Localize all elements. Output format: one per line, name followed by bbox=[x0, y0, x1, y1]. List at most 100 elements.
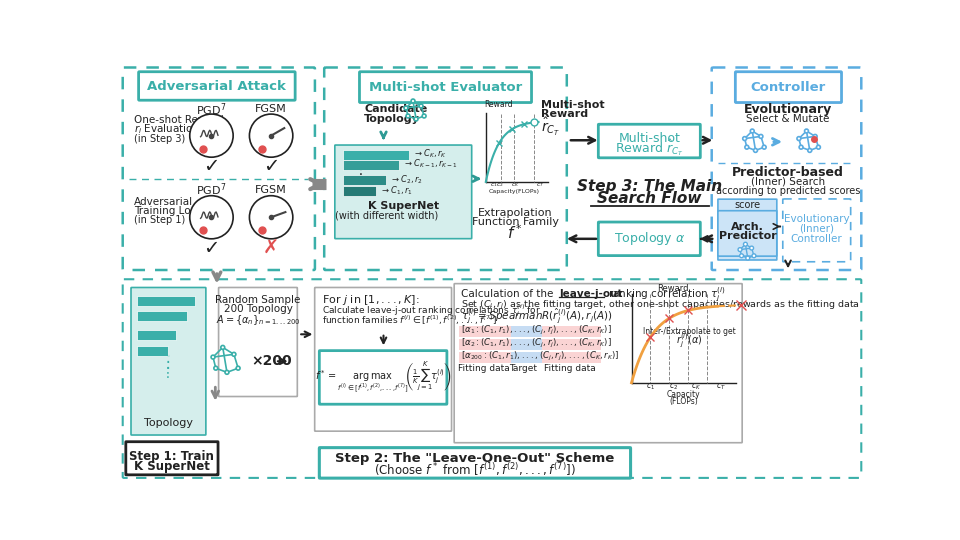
Circle shape bbox=[406, 114, 410, 118]
Text: Inter-/Extrapolate to get: Inter-/Extrapolate to get bbox=[642, 327, 735, 336]
Text: ✓: ✓ bbox=[263, 157, 279, 176]
Text: ranking correlation $\tau_j^{(i)}$: ranking correlation $\tau_j^{(i)}$ bbox=[605, 285, 726, 303]
Text: Reward $\hat{r}_{C_T}$: Reward $\hat{r}_{C_T}$ bbox=[615, 138, 684, 158]
Circle shape bbox=[190, 195, 233, 239]
Text: FGSM: FGSM bbox=[255, 104, 287, 114]
Text: Step 3: The Main: Step 3: The Main bbox=[577, 179, 722, 194]
Text: $A=\{\alpha_n\}_{n=1...200}$: $A=\{\alpha_n\}_{n=1...200}$ bbox=[216, 314, 300, 327]
Text: $\hat{r}_j^{(i)}(\alpha)$: $\hat{r}_j^{(i)}(\alpha)$ bbox=[676, 330, 703, 349]
Circle shape bbox=[232, 353, 236, 356]
Circle shape bbox=[250, 114, 293, 157]
Text: Capacity(FLOPs): Capacity(FLOPs) bbox=[489, 188, 540, 194]
Text: Calculation of the: Calculation of the bbox=[461, 289, 557, 299]
Text: $f^*$: $f^*$ bbox=[508, 224, 523, 242]
Text: ⋮: ⋮ bbox=[161, 366, 175, 380]
Text: Topology: Topology bbox=[144, 418, 193, 428]
Text: Function Family: Function Family bbox=[471, 217, 559, 227]
FancyBboxPatch shape bbox=[718, 211, 777, 256]
Text: Candidate: Candidate bbox=[364, 104, 427, 114]
Text: ✗: ✗ bbox=[263, 239, 279, 258]
Circle shape bbox=[743, 137, 747, 140]
Text: Reward: Reward bbox=[484, 100, 513, 109]
Text: Target: Target bbox=[509, 364, 537, 374]
Bar bbox=[459, 339, 512, 350]
Bar bbox=[344, 186, 375, 197]
Text: $c_K$: $c_K$ bbox=[512, 181, 520, 190]
Text: Multi-shot: Multi-shot bbox=[540, 100, 605, 110]
Circle shape bbox=[411, 99, 415, 103]
Circle shape bbox=[745, 145, 749, 149]
Bar bbox=[137, 311, 187, 321]
Bar bbox=[512, 326, 542, 336]
Text: Extrapolation: Extrapolation bbox=[478, 208, 553, 218]
Bar bbox=[542, 326, 601, 336]
Text: For $j$ in $[1,...,K]$:: For $j$ in $[1,...,K]$: bbox=[322, 293, 420, 307]
Text: PGD$^7$: PGD$^7$ bbox=[197, 181, 227, 198]
Text: K SuperNet: K SuperNet bbox=[134, 460, 210, 473]
Text: ✓: ✓ bbox=[204, 157, 220, 176]
Text: $\rightarrow C_{K-1}, r_{K-1}$: $\rightarrow C_{K-1}, r_{K-1}$ bbox=[403, 158, 458, 171]
Circle shape bbox=[250, 195, 293, 239]
Text: ⋮: ⋮ bbox=[159, 353, 177, 371]
Text: $[\alpha_2:(C_1,r_1),...,(C_j,r_j),...,(C_K,r_K)]$: $[\alpha_2:(C_1,r_1),...,(C_j,r_j),...,(… bbox=[461, 337, 612, 350]
Circle shape bbox=[750, 246, 754, 250]
Text: Evolutionary: Evolutionary bbox=[744, 103, 832, 116]
Circle shape bbox=[804, 129, 808, 133]
Text: (with different width): (with different width) bbox=[335, 211, 439, 221]
Text: One-shot Reward: One-shot Reward bbox=[134, 115, 224, 125]
Text: 200 Topology: 200 Topology bbox=[224, 304, 293, 314]
Text: Training Loss: Training Loss bbox=[134, 206, 202, 216]
Circle shape bbox=[759, 134, 763, 138]
Bar bbox=[344, 150, 409, 159]
Text: Fitting data: Fitting data bbox=[543, 364, 595, 374]
Text: PGD$^7$: PGD$^7$ bbox=[197, 101, 227, 118]
Text: $\tau_j^{(i)} = SpearmanR(\hat{r}_j^{(i)}(A), r_j(A))$: $\tau_j^{(i)} = SpearmanR(\hat{r}_j^{(i)… bbox=[461, 306, 612, 325]
Text: FGSM: FGSM bbox=[255, 185, 287, 194]
Text: Predictor-based: Predictor-based bbox=[732, 166, 844, 179]
Text: (in Step 3): (in Step 3) bbox=[134, 134, 185, 144]
Bar bbox=[512, 339, 542, 350]
FancyBboxPatch shape bbox=[126, 442, 218, 475]
Text: Fitting data: Fitting data bbox=[458, 364, 510, 374]
Circle shape bbox=[190, 114, 233, 157]
Text: Adversarial: Adversarial bbox=[134, 197, 193, 207]
Text: Predictor: Predictor bbox=[719, 231, 777, 241]
Text: $\hat{r}_{C_T}$: $\hat{r}_{C_T}$ bbox=[540, 115, 560, 138]
Text: Step 1: Train: Step 1: Train bbox=[130, 450, 214, 463]
Text: Reward: Reward bbox=[658, 284, 689, 293]
Text: Topology: Topology bbox=[364, 114, 420, 124]
Text: $f^* = \underset{f^{(i)}\in[f^{(1)},\!f^{(2)},\!...,\!f^{(7)}]}{\arg\max}\!\left: $f^* = \underset{f^{(i)}\in[f^{(1)},\!f^… bbox=[315, 360, 452, 395]
Text: $c_K$: $c_K$ bbox=[691, 382, 702, 393]
Text: Random Sample: Random Sample bbox=[215, 295, 300, 305]
Circle shape bbox=[414, 117, 418, 121]
Text: $c_1 c_2$: $c_1 c_2$ bbox=[490, 181, 504, 190]
Text: according to predicted scores: according to predicted scores bbox=[716, 186, 860, 196]
Bar bbox=[137, 330, 176, 340]
Bar bbox=[542, 352, 601, 363]
Circle shape bbox=[807, 148, 812, 152]
FancyBboxPatch shape bbox=[598, 222, 701, 255]
Text: $r_i$ Evaluation: $r_i$ Evaluation bbox=[134, 123, 200, 137]
Circle shape bbox=[754, 148, 757, 152]
Text: Adversarial Attack: Adversarial Attack bbox=[148, 80, 286, 93]
Circle shape bbox=[225, 370, 228, 374]
Circle shape bbox=[236, 366, 240, 370]
Circle shape bbox=[221, 346, 225, 349]
Circle shape bbox=[420, 104, 423, 108]
Text: $[\alpha_1:(C_1,r_1),...,(C_j,r_j),...,(C_K,r_K)]$: $[\alpha_1:(C_1,r_1),...,(C_j,r_j),...,(… bbox=[461, 324, 612, 337]
Text: Select & Mutate: Select & Mutate bbox=[746, 114, 829, 124]
Text: (Inner): (Inner) bbox=[800, 224, 834, 234]
Text: Set $(C_j, r_j)$ as the fitting target, other one-shot capacities/rewards as the: Set $(C_j, r_j)$ as the fitting target, … bbox=[461, 299, 860, 312]
Text: function families $f^{(i)}\in[f^{(1)},f^{(2)},...,f^{(7)}]$: function families $f^{(i)}\in[f^{(1)},f^… bbox=[322, 314, 496, 327]
Bar bbox=[542, 339, 601, 350]
Bar bbox=[137, 346, 168, 356]
FancyBboxPatch shape bbox=[138, 72, 295, 100]
Bar bbox=[344, 175, 386, 185]
FancyBboxPatch shape bbox=[718, 199, 777, 260]
Circle shape bbox=[813, 134, 817, 138]
Text: Search Flow: Search Flow bbox=[597, 191, 702, 206]
Text: ×200: ×200 bbox=[252, 354, 293, 368]
Text: Topology $\alpha$: Topology $\alpha$ bbox=[613, 231, 685, 247]
Text: leave-j-out: leave-j-out bbox=[559, 289, 622, 299]
Text: Capacity: Capacity bbox=[667, 390, 701, 399]
